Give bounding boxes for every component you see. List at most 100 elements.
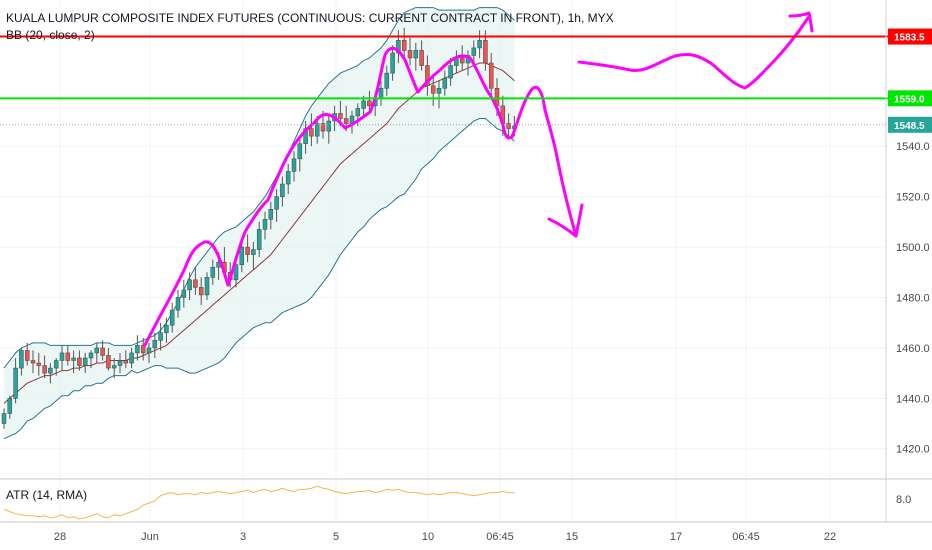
candle-body [256,229,262,250]
candle-body [59,352,65,361]
candle-body [506,123,511,129]
level-badges: 1583.5 1559.0 1548.5 [888,28,932,133]
price-badge-label: 1583.5 [894,33,925,44]
x-tick-label: 17 [670,531,682,543]
price-badge-label: 1548.5 [894,121,925,132]
candle-body [419,50,424,66]
candle-body [285,171,291,185]
candle-body [442,77,448,89]
drawing-arrowhead-up [788,11,814,33]
candle-body [140,345,146,354]
x-tick-label: 06:45 [732,531,760,543]
candle-body [181,289,187,298]
candle-body [477,40,482,49]
bb-indicator-label: BB (20, close, 2) [6,28,95,42]
candle-body [413,50,419,59]
candle-body [343,118,349,124]
candlesticks [1,27,517,429]
candle-body [309,128,314,137]
bb-lower-line [3,118,515,440]
y-tick-label: 1520.0 [896,192,930,204]
x-tick-label: 06:45 [486,531,514,543]
atr-indicator-label: ATR (14, RMA) [6,488,87,502]
candle-body [245,246,250,255]
user-drawings [143,11,814,347]
y-tick-label: 1440.0 [896,393,930,405]
price-badge [888,28,932,45]
candle-body [36,362,42,366]
candle-body [123,360,129,364]
candle-body [274,196,279,210]
x-tick-label: 15 [566,531,578,543]
drawing-path-up [577,16,810,90]
candle-body [320,123,326,132]
candle-body [175,297,181,311]
candle-body [210,266,216,278]
y-tick-label: 1460.0 [896,343,930,355]
candle-body [30,360,36,364]
drawing-arrowhead-down [547,203,584,238]
candle-body [483,40,488,64]
candle-body [77,357,82,366]
candle-body [488,62,494,89]
x-tick-label: 5 [333,531,339,543]
atr-line [3,485,515,520]
atr-tick-label: 8.0 [896,494,911,506]
x-tick-label: 10 [422,531,434,543]
atr-panel: 8.0 [3,485,911,520]
y-tick-label: 1420.0 [896,444,930,456]
candle-body [268,208,274,220]
candle-body [152,340,158,349]
candle-body [378,87,384,99]
price-badge-label: 1559.0 [894,94,925,105]
candle-body [198,287,204,296]
axes [0,0,932,523]
candle-body [71,357,76,361]
y-tick-label: 1540.0 [896,141,930,153]
candle-body [361,100,366,109]
candle-body [204,277,210,296]
candle-body [7,398,13,414]
chart-title: KUALA LUMPUR COMPOSITE INDEX FUTURES (CO… [6,11,614,25]
candle-body [169,309,175,326]
x-tick-label: Jun [141,531,159,543]
x-tick-label: 22 [824,531,836,543]
candle-body [158,332,163,341]
candle-body [13,367,18,399]
candle-body [111,365,117,369]
y-axis-labels: 1420.0 1440.0 1460.0 1480.0 1500.0 1520.0 1540… [896,141,930,456]
candle-body [384,72,390,89]
x-tick-label: 3 [240,531,246,543]
candle-body [355,108,361,117]
candle-body [42,365,47,374]
candle-body [82,357,88,366]
candle-body [314,123,320,137]
candle-body [65,352,71,361]
candle-body [24,350,30,361]
candle-body [88,352,94,359]
candle-body [297,143,303,160]
candle-body [164,324,169,334]
candle-body [146,347,152,354]
price-badge [888,116,932,133]
price-badge [888,90,932,107]
candle-body [193,279,198,288]
candle-body [459,57,465,64]
candle-body [425,65,430,86]
y-tick-label: 1480.0 [896,292,930,304]
candle-body [448,65,453,79]
candle-body [430,85,436,94]
candle-body [367,100,372,107]
candle-body [106,355,111,369]
candle-body [53,360,59,369]
candle-body [135,345,140,354]
level-lines [0,35,932,126]
candle-body [338,113,343,119]
candle-body [233,264,239,281]
candle-body [262,219,268,230]
candle-body [436,87,442,94]
candle-body [94,347,100,354]
candle-body [117,360,123,366]
bb-upper-line [3,7,515,369]
